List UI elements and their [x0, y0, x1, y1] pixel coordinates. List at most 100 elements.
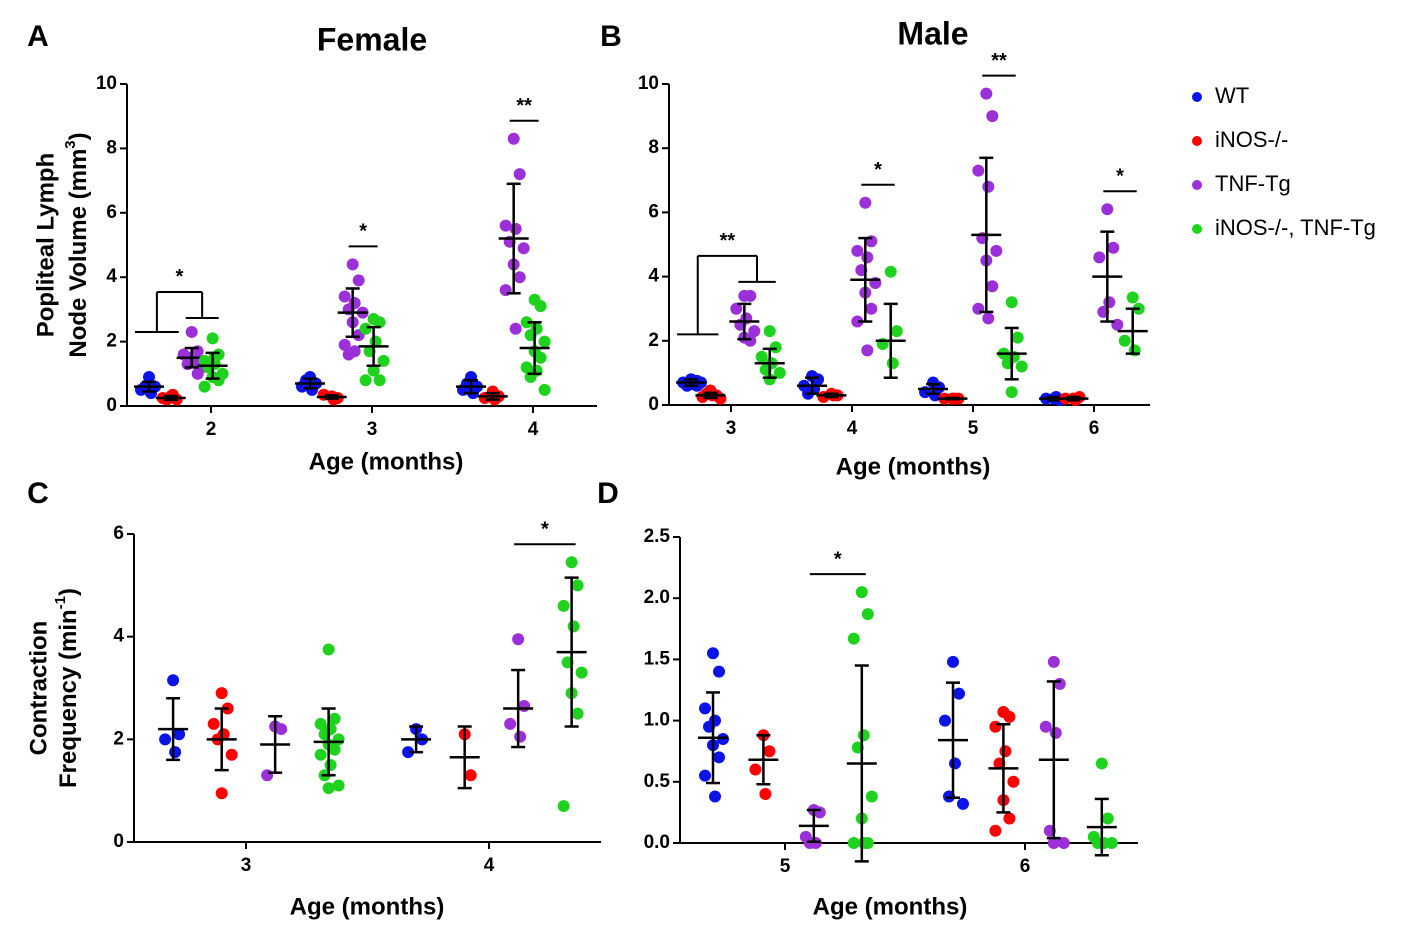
data-point — [520, 316, 533, 329]
data-point — [207, 717, 220, 730]
data-point — [1105, 837, 1118, 849]
significance-label: * — [176, 266, 184, 288]
data-point — [185, 325, 198, 338]
data-point — [206, 332, 219, 345]
y-tick-label: 2 — [106, 331, 117, 352]
data-point — [225, 748, 238, 761]
data-point — [1007, 775, 1020, 788]
data-point — [986, 280, 999, 293]
data-point — [520, 361, 533, 374]
x-tick-label: 3 — [726, 418, 737, 439]
data-point — [865, 790, 878, 803]
data-point — [565, 556, 578, 569]
data-point — [1039, 720, 1052, 733]
y-tick-label: 4 — [648, 266, 659, 287]
data-point — [884, 265, 897, 278]
data-point — [322, 782, 335, 795]
data-point — [707, 647, 719, 660]
data-point — [352, 274, 365, 287]
x-tick-label: 4 — [847, 418, 858, 439]
data-point — [713, 751, 725, 764]
data-point — [509, 322, 522, 335]
data-point — [173, 728, 186, 741]
data-point — [518, 699, 531, 712]
data-point — [759, 788, 772, 801]
data-point — [314, 748, 327, 761]
y-tick-label: 1.0 — [644, 710, 670, 731]
data-point — [1053, 677, 1066, 690]
data-point — [143, 371, 156, 384]
data-point — [865, 302, 878, 315]
data-point — [857, 837, 870, 849]
data-point — [748, 325, 761, 338]
data-point — [1101, 203, 1114, 216]
significance-label: * — [834, 548, 842, 570]
data-point — [373, 374, 386, 387]
data-point — [861, 251, 874, 264]
data-point — [464, 769, 477, 782]
data-point — [749, 763, 762, 776]
data-point — [939, 714, 951, 727]
data-point — [215, 787, 228, 800]
data-point — [499, 219, 512, 232]
data-point — [989, 720, 1002, 733]
data-point — [314, 717, 327, 730]
data-point — [478, 391, 491, 404]
data-point — [890, 325, 903, 338]
data-point — [191, 367, 204, 380]
x-tick-label: 4 — [484, 855, 495, 876]
y-axis-label: Contraction — [25, 621, 52, 756]
data-point — [730, 302, 743, 315]
data-point — [332, 779, 345, 792]
data-point — [557, 599, 570, 612]
legend-label: iNOS-/-, TNF-Tg — [1215, 215, 1376, 240]
y-tick-label: 2 — [113, 728, 124, 749]
x-tick-label: 6 — [1020, 856, 1031, 877]
x-tick-label: 4 — [528, 419, 539, 440]
data-point — [953, 687, 965, 700]
data-point — [990, 244, 1003, 257]
significance-label: * — [874, 159, 882, 181]
data-point — [359, 374, 372, 387]
data-point — [513, 271, 526, 284]
panel-letter: A — [27, 20, 49, 53]
y-tick-label: 0.0 — [644, 832, 670, 853]
data-point — [763, 745, 776, 758]
data-point — [1005, 386, 1018, 399]
data-point — [1101, 812, 1114, 825]
data-point — [324, 759, 337, 771]
y-axis-label-text: Frequency (min — [55, 609, 82, 788]
data-point — [699, 702, 711, 715]
x-axis-label: Age (months) — [836, 453, 991, 480]
data-point — [947, 655, 959, 668]
data-point — [512, 633, 525, 646]
data-point — [847, 837, 860, 849]
data-point — [167, 674, 180, 687]
data-point — [373, 316, 386, 329]
data-point — [1095, 757, 1108, 770]
data-point — [538, 335, 551, 348]
data-point — [1011, 331, 1024, 344]
y-tick-label: 2.0 — [644, 587, 670, 608]
data-point — [773, 366, 786, 379]
data-point — [861, 608, 874, 621]
y-axis-label-text: Node Volume (mm — [65, 149, 92, 358]
data-point — [198, 380, 211, 393]
data-point — [322, 643, 335, 656]
y-tick-label: 1.5 — [644, 648, 671, 669]
legend-marker — [1192, 92, 1202, 102]
data-point — [261, 769, 274, 782]
data-point — [982, 180, 995, 193]
data-point — [159, 733, 172, 746]
data-point — [1047, 655, 1060, 668]
data-point — [359, 322, 372, 335]
data-point — [812, 373, 825, 386]
y-tick-label: 0 — [113, 831, 124, 852]
x-tick-label: 5 — [968, 418, 979, 439]
y-axis-label-end: ) — [65, 132, 92, 140]
data-point — [538, 383, 551, 396]
data-point — [857, 729, 870, 742]
x-tick-label: 5 — [780, 856, 791, 877]
data-point — [514, 730, 527, 743]
y-axis-label: Popliteal Lymph — [32, 153, 59, 337]
